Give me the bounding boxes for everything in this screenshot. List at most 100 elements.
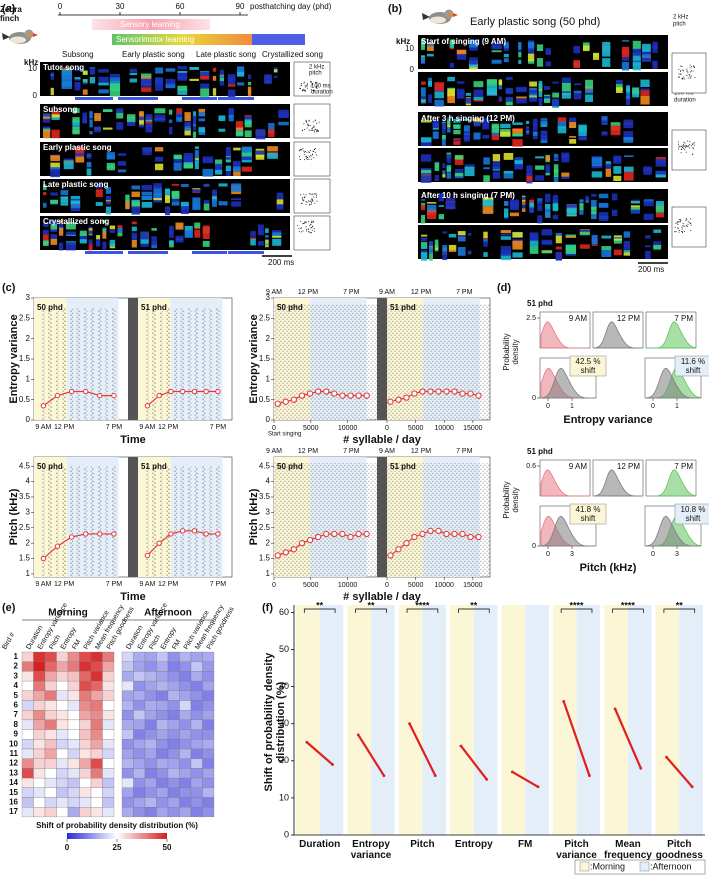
spectrogram-energy <box>98 76 109 85</box>
syllable-dot <box>316 195 318 197</box>
mean-point <box>435 527 442 534</box>
syllable-dot <box>682 222 684 224</box>
spectrogram-energy <box>442 134 446 140</box>
morning-mean <box>613 707 617 711</box>
spectrogram-energy <box>428 81 432 87</box>
spectrogram-energy <box>244 121 252 128</box>
heatmap-cell <box>33 690 46 701</box>
time-tick-label: 7 PM <box>210 424 227 431</box>
heatmap-cell <box>79 787 92 798</box>
syllable-dot <box>308 231 310 233</box>
heatmap-cell <box>121 719 134 730</box>
afternoon-mean <box>433 774 437 778</box>
heatmap-cell <box>190 768 203 779</box>
syllable-dot <box>301 149 303 151</box>
spectrogram-energy <box>233 166 241 172</box>
syllable-dot <box>312 129 313 131</box>
spectrogram-energy <box>532 123 538 127</box>
syllable-dot <box>300 228 302 229</box>
heatmap-cell <box>102 729 115 740</box>
spectrogram-energy <box>538 90 543 98</box>
heatmap-cell <box>21 729 34 740</box>
heatmap-cell <box>67 661 80 672</box>
bird-beak <box>33 33 38 37</box>
heatmap-cell <box>144 700 157 711</box>
spectrogram-energy <box>486 85 498 92</box>
spectrogram-energy <box>129 72 138 76</box>
heatmap-cell <box>202 758 215 769</box>
motif-underline <box>218 97 254 100</box>
spectrogram-energy <box>72 126 80 135</box>
syllable-cloud <box>387 304 490 420</box>
spectrogram-energy <box>561 77 571 85</box>
syllable-dot <box>318 121 320 123</box>
syllable-dot <box>674 226 676 228</box>
morning-band <box>655 605 680 835</box>
x-axis-label: Pitch (kHz) <box>580 562 637 574</box>
mean-point <box>282 549 289 556</box>
heatmap-cell <box>121 710 134 721</box>
spectrogram-energy <box>605 168 612 177</box>
y-tick-label: 2.5 <box>19 313 31 322</box>
syllable-dot <box>690 70 692 72</box>
spectrogram-energy <box>516 88 527 92</box>
heatmap-cell <box>190 671 203 682</box>
spectrogram-energy <box>482 124 490 130</box>
spectrogram-energy <box>212 196 217 201</box>
syllable-dot <box>310 89 312 90</box>
syllable-dot <box>305 226 307 228</box>
mean-point <box>395 396 402 403</box>
spectrogram-energy <box>509 212 520 217</box>
heatmap-cell <box>190 710 203 721</box>
syllable-cloud <box>112 307 116 420</box>
spectrogram-energy <box>514 159 523 166</box>
spectrogram-energy <box>442 251 448 261</box>
spectrogram-energy <box>276 199 284 207</box>
y-tick-label: 0.6 <box>526 463 536 470</box>
heatmap-cell <box>90 690 103 701</box>
syllable-dot <box>306 85 308 86</box>
spectrogram-energy <box>578 127 587 136</box>
y-axis-label: Shift of probability density distributio… <box>262 652 287 792</box>
heatmap-cell <box>33 719 46 730</box>
syllable-cloud <box>173 466 178 577</box>
spectrogram-energy <box>88 230 93 235</box>
spectrogram-energy <box>561 91 571 93</box>
heatmap-cell <box>156 719 169 730</box>
syllable-dot <box>312 221 314 223</box>
spectrogram-energy <box>116 108 124 114</box>
heatmap-cell <box>133 797 146 808</box>
syllable-dot <box>686 70 688 72</box>
spectrogram-energy <box>500 245 511 254</box>
density-curve <box>593 469 643 497</box>
x-tick-label: 5000 <box>303 425 319 432</box>
spectrogram-energy <box>434 162 440 171</box>
spectrogram-energy <box>177 75 188 81</box>
spectrogram-energy <box>212 67 217 72</box>
stage-label: Subsong <box>62 50 94 59</box>
syllable-dot <box>680 65 682 67</box>
y-tick-label: 2.5 <box>526 315 536 322</box>
heatmap-cell <box>79 768 92 779</box>
spectrogram-energy <box>512 252 523 258</box>
spectrogram-energy <box>43 202 47 208</box>
syllable-dot <box>303 123 305 125</box>
heatmap-cell <box>190 690 203 701</box>
day-label: 51 phd <box>527 299 553 308</box>
spectrogram-energy <box>61 82 73 89</box>
group-label: Morning <box>48 608 87 619</box>
heatmap-cell <box>190 680 203 691</box>
syllable-dot <box>681 228 683 230</box>
spectrogram-energy <box>61 70 73 80</box>
syllable-dot <box>304 196 306 198</box>
spectrogram-energy <box>168 109 173 115</box>
heatmap-cell <box>79 807 92 818</box>
heatmap-cell <box>44 661 57 672</box>
significance-label: ** <box>368 600 376 610</box>
spectrogram-energy <box>602 48 611 57</box>
syllable-dot <box>299 150 301 152</box>
syllable-dot <box>310 220 312 222</box>
syllable-dot <box>301 202 303 204</box>
y-axis-label: Probability <box>502 333 511 370</box>
spectrogram-energy <box>544 94 551 104</box>
